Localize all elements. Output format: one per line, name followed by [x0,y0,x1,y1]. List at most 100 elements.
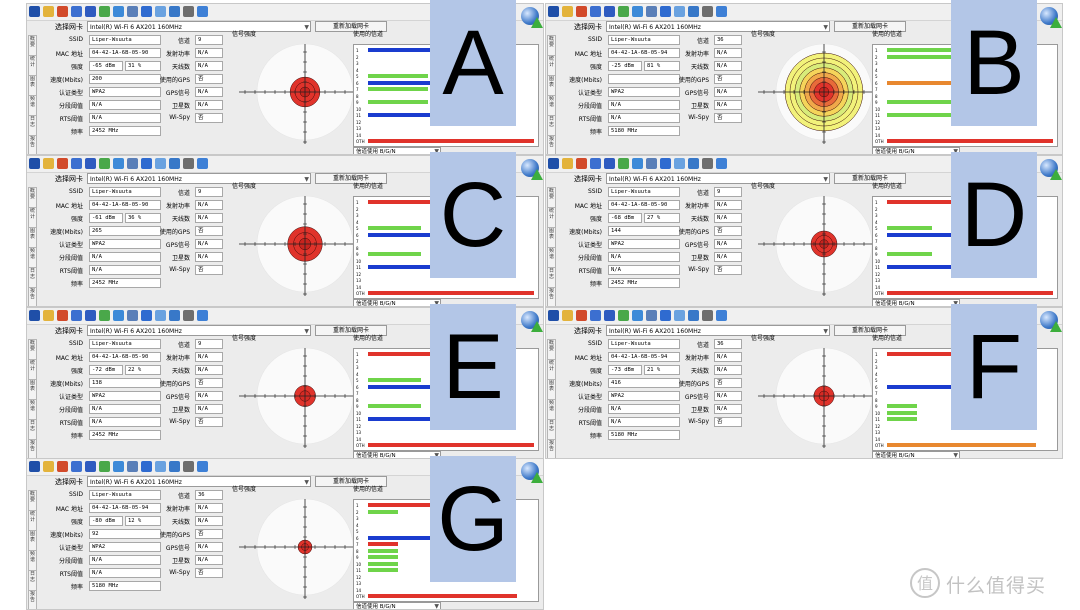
channel-usage-select[interactable]: 信道使用 B/G/N ▼ [872,451,960,458]
vertical-tab[interactable]: 频谱 [547,95,556,117]
vertical-tab[interactable]: 日志 [28,115,37,137]
toolbar-icon[interactable] [71,310,82,321]
channel-usage-select[interactable]: 信道使用 B/G/N ▼ [353,451,441,458]
toolbar-icon[interactable] [590,6,601,17]
channel-usage-select[interactable]: 信道使用 B/G/N ▼ [872,299,960,306]
toolbar-icon[interactable] [57,461,68,472]
toolbar-icon[interactable] [183,6,194,17]
toolbar-icon[interactable] [29,158,40,169]
toolbar-icon[interactable] [688,310,699,321]
toolbar-icon[interactable] [29,461,40,472]
toolbar-icon[interactable] [71,461,82,472]
vertical-tab[interactable]: 概要 [28,490,37,512]
toolbar-icon[interactable] [85,6,96,17]
toolbar-icon[interactable] [127,310,138,321]
toolbar-icon[interactable] [197,158,208,169]
toolbar-icon[interactable] [197,310,208,321]
refresh-adapter-button[interactable]: 重新加载网卡 [315,21,387,32]
channel-usage-select[interactable]: 信道使用 B/G/N ▼ [872,147,960,154]
toolbar-icon[interactable] [155,158,166,169]
vertical-tab[interactable]: 报告 [28,439,37,458]
toolbar-icon[interactable] [576,6,587,17]
adapter-select[interactable]: Intel(R) Wi-Fi 6 AX201 160MHz ▼ [606,325,830,336]
toolbar-icon[interactable] [169,6,180,17]
vertical-tab[interactable]: 图表 [28,227,37,249]
toolbar-icon[interactable] [562,310,573,321]
toolbar-icon[interactable] [562,158,573,169]
vertical-tab[interactable]: 报告 [547,287,556,306]
toolbar-icon[interactable] [548,6,559,17]
vertical-tab[interactable]: 日志 [28,419,37,441]
toolbar-icon[interactable] [183,310,194,321]
toolbar-icon[interactable] [702,158,713,169]
vertical-tab[interactable]: 概要 [28,35,37,57]
toolbar-icon[interactable] [646,6,657,17]
toolbar-icon[interactable] [590,158,601,169]
toolbar-icon[interactable] [183,461,194,472]
vertical-tab[interactable]: 概要 [547,339,556,361]
toolbar-icon[interactable] [646,158,657,169]
refresh-adapter-button[interactable]: 重新加载网卡 [834,325,906,336]
toolbar-icon[interactable] [141,6,152,17]
vertical-tab[interactable]: 日志 [28,570,37,592]
vertical-tab[interactable]: 概要 [28,339,37,361]
vertical-tab[interactable]: 图表 [28,530,37,552]
toolbar-icon[interactable] [660,6,671,17]
toolbar-icon[interactable] [99,6,110,17]
vertical-tab[interactable]: 频谱 [28,550,37,572]
vertical-tab[interactable]: 频谱 [28,247,37,269]
adapter-select[interactable]: Intel(R) Wi-Fi 6 AX201 160MHz ▼ [87,476,311,487]
toolbar-icon[interactable] [85,461,96,472]
toolbar-icon[interactable] [702,6,713,17]
toolbar-icon[interactable] [57,6,68,17]
toolbar-icon[interactable] [548,310,559,321]
toolbar-icon[interactable] [113,158,124,169]
vertical-tab[interactable]: 报告 [28,287,37,306]
toolbar-icon[interactable] [562,6,573,17]
toolbar-icon[interactable] [632,158,643,169]
toolbar-icon[interactable] [29,310,40,321]
toolbar-icon[interactable] [43,310,54,321]
toolbar-icon[interactable] [127,158,138,169]
toolbar-icon[interactable] [702,310,713,321]
refresh-adapter-button[interactable]: 重新加载网卡 [315,325,387,336]
toolbar-icon[interactable] [618,310,629,321]
toolbar-icon[interactable] [604,158,615,169]
toolbar-icon[interactable] [674,158,685,169]
toolbar-icon[interactable] [660,310,671,321]
refresh-adapter-button[interactable]: 重新加载网卡 [315,476,387,487]
toolbar-icon[interactable] [604,6,615,17]
toolbar-icon[interactable] [618,6,629,17]
toolbar-icon[interactable] [127,6,138,17]
vertical-tab[interactable]: 统计 [28,55,37,77]
toolbar-icon[interactable] [155,6,166,17]
toolbar-icon[interactable] [646,310,657,321]
toolbar-icon[interactable] [141,158,152,169]
toolbar-icon[interactable] [169,158,180,169]
toolbar-icon[interactable] [71,158,82,169]
adapter-select[interactable]: Intel(R) Wi-Fi 6 AX201 160MHz ▼ [87,21,311,32]
adapter-select[interactable]: Intel(R) Wi-Fi 6 AX201 160MHz ▼ [606,173,830,184]
refresh-adapter-button[interactable]: 重新加载网卡 [834,173,906,184]
toolbar-icon[interactable] [141,461,152,472]
toolbar-icon[interactable] [618,158,629,169]
vertical-tab[interactable]: 报告 [547,135,556,154]
toolbar-icon[interactable] [127,461,138,472]
vertical-tab[interactable]: 统计 [547,207,556,229]
toolbar-icon[interactable] [169,310,180,321]
toolbar-icon[interactable] [99,310,110,321]
vertical-tab[interactable]: 图表 [28,379,37,401]
vertical-tab[interactable]: 报告 [28,135,37,154]
vertical-tab[interactable]: 日志 [547,115,556,137]
toolbar-icon[interactable] [716,158,727,169]
vertical-tab[interactable]: 报告 [28,590,37,609]
toolbar-icon[interactable] [113,310,124,321]
toolbar-icon[interactable] [43,461,54,472]
vertical-tab[interactable]: 概要 [28,187,37,209]
adapter-select[interactable]: Intel(R) Wi-Fi 6 AX201 160MHz ▼ [87,173,311,184]
toolbar-icon[interactable] [632,310,643,321]
toolbar-icon[interactable] [197,6,208,17]
vertical-tab[interactable]: 图表 [28,75,37,97]
vertical-tab[interactable]: 报告 [547,439,556,458]
toolbar-icon[interactable] [169,461,180,472]
